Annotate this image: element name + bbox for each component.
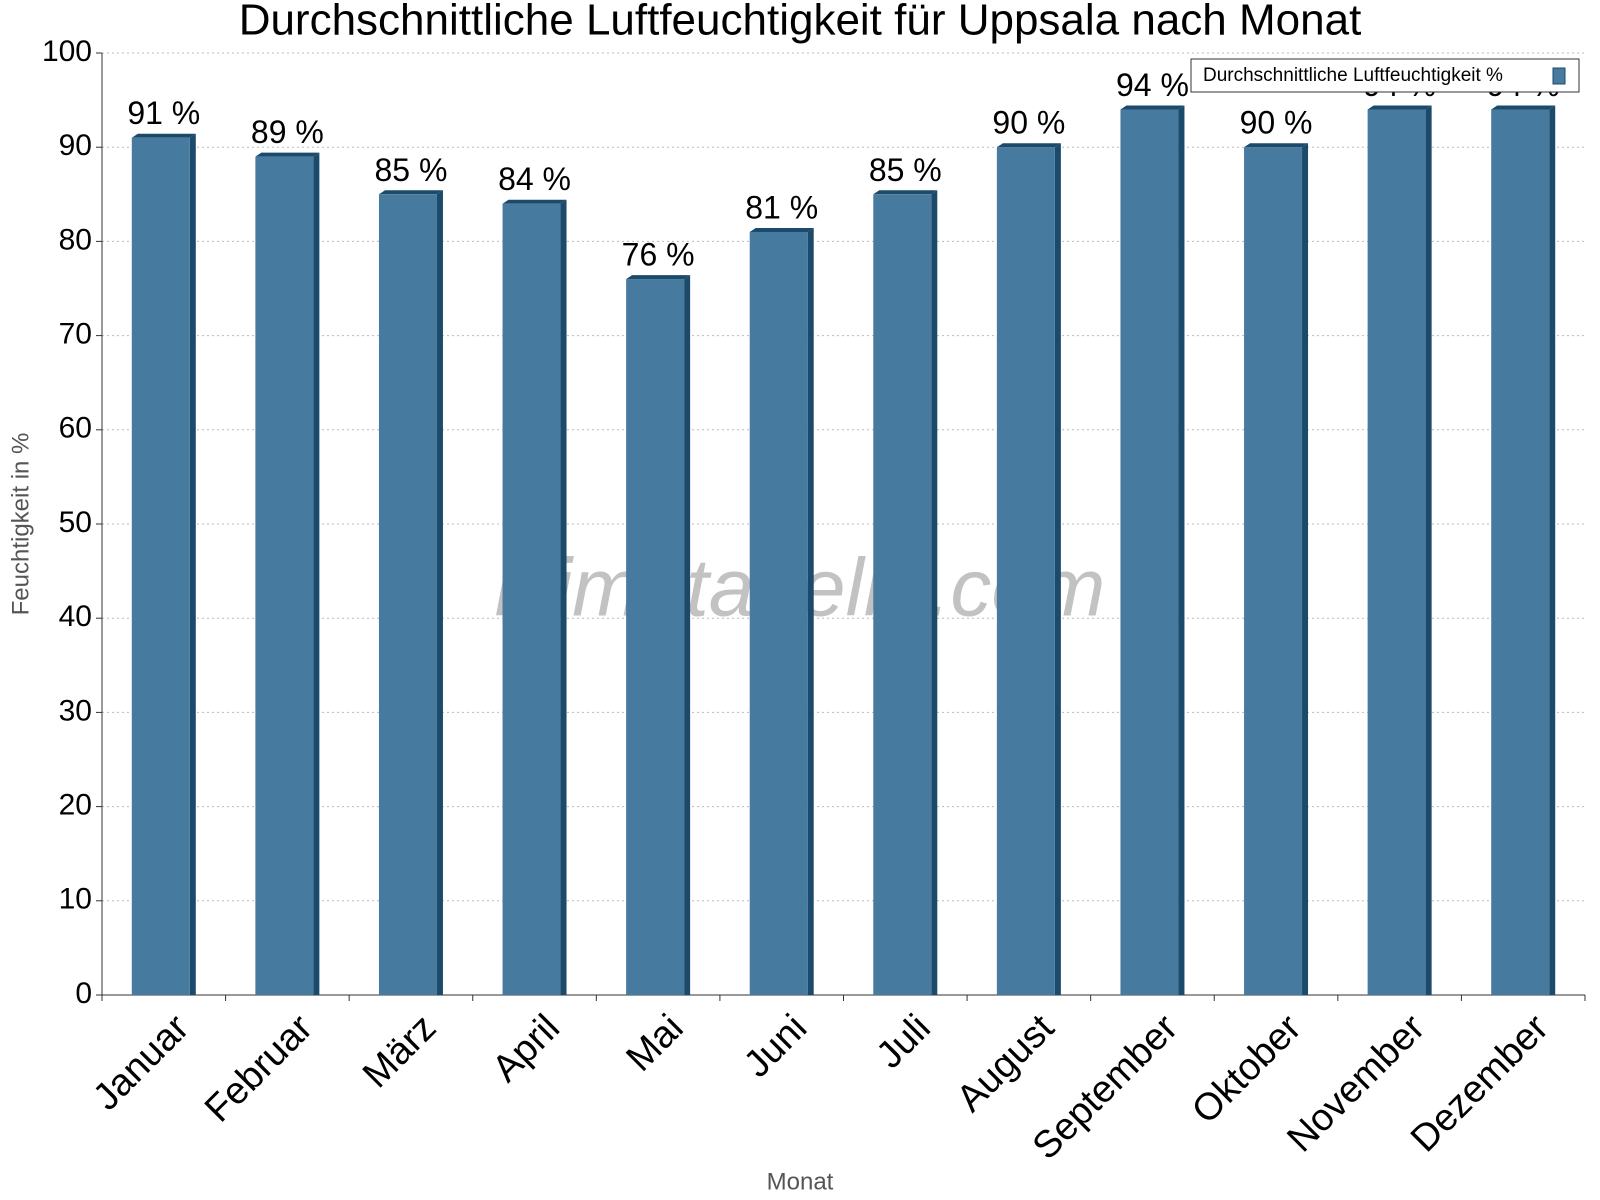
bar-top	[996, 143, 1061, 148]
bar	[1120, 109, 1179, 995]
bar	[1367, 109, 1426, 995]
x-tick-label: Juni	[736, 1007, 815, 1086]
x-tick-label: Oktober	[1184, 1007, 1310, 1133]
y-tick-label: 50	[59, 506, 92, 539]
y-tick-label: 20	[59, 789, 92, 822]
bar-side	[684, 275, 691, 996]
bar	[996, 147, 1055, 995]
bar-side	[1178, 105, 1185, 995]
y-tick-label: 30	[59, 694, 92, 727]
bar	[626, 279, 685, 996]
data-label: 76 %	[622, 237, 695, 273]
legend-swatch	[1552, 67, 1566, 85]
bar-side	[931, 190, 938, 996]
y-tick-label: 90	[59, 129, 92, 162]
bar-side	[1054, 143, 1061, 995]
bar-top	[255, 152, 320, 157]
x-axis-title: Monat	[767, 1168, 834, 1195]
y-tick-label: 100	[42, 35, 92, 68]
bar-top	[378, 190, 443, 195]
bar-side	[436, 190, 443, 996]
bar-top	[1367, 105, 1432, 110]
bar-side	[1425, 105, 1432, 995]
y-tick-label: 40	[59, 600, 92, 633]
data-label: 90 %	[992, 105, 1065, 141]
bar-side	[1302, 143, 1309, 995]
data-label: 91 %	[127, 95, 200, 131]
bar-top	[1491, 105, 1556, 110]
legend-label: Durchschnittliche Luftfeuchtigkeit %	[1203, 65, 1503, 86]
data-label: 89 %	[251, 114, 324, 150]
data-label: 84 %	[498, 161, 571, 197]
bar	[873, 194, 932, 996]
bar-top	[1244, 143, 1309, 148]
y-tick-label: 10	[59, 883, 92, 916]
data-label: 94 %	[1116, 67, 1189, 103]
bar-top	[749, 227, 814, 232]
bar-top	[873, 190, 938, 195]
data-label: 85 %	[374, 152, 447, 188]
x-tick-label: Februar	[197, 1007, 321, 1131]
bar-side	[807, 227, 814, 996]
bar	[1244, 147, 1303, 995]
bar	[378, 194, 437, 996]
bar-top	[502, 199, 567, 204]
legend: Durchschnittliche Luftfeuchtigkeit %	[1190, 58, 1580, 93]
bar-top	[626, 275, 691, 280]
x-tick-label: Mai	[619, 1007, 692, 1080]
data-label: 85 %	[869, 152, 942, 188]
y-tick-label: 80	[59, 223, 92, 256]
legend-box	[1190, 58, 1580, 93]
bar	[749, 231, 808, 996]
bar-top	[131, 133, 196, 138]
bar	[1491, 109, 1550, 995]
bar-side	[560, 199, 567, 996]
bar-side	[189, 133, 196, 995]
y-axis-title: Feuchtigkeit in %	[7, 433, 34, 616]
y-tick-label: 70	[59, 318, 92, 351]
x-tick-label: Juli	[869, 1007, 939, 1077]
x-tick-label: März	[355, 1007, 444, 1096]
data-label: 90 %	[1240, 105, 1313, 141]
data-label: 81 %	[745, 189, 818, 225]
x-tick-label: Januar	[85, 1007, 197, 1119]
y-tick-label: 0	[75, 977, 92, 1010]
x-tick-label: April	[485, 1007, 568, 1090]
bar-top	[1120, 105, 1185, 110]
bar	[131, 137, 190, 995]
x-tick-label: August	[949, 1006, 1063, 1120]
bar-side	[1549, 105, 1556, 995]
bar	[255, 156, 314, 995]
bar-side	[313, 152, 320, 995]
bar	[502, 203, 561, 996]
y-tick-label: 60	[59, 412, 92, 445]
chart-title: Durchschnittliche Luftfeuchtigkeit für U…	[239, 0, 1362, 45]
